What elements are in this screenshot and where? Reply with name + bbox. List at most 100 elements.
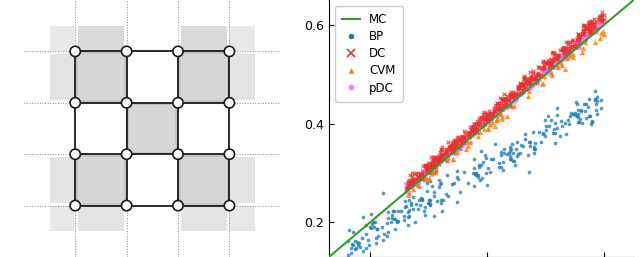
Point [596, 19, 607, 23]
Bar [79, 158, 123, 202]
Point [422, 170, 433, 174]
Point [527, 79, 537, 83]
Bar [180, 54, 227, 100]
Point [533, 71, 543, 75]
Point [458, 135, 468, 139]
Point [489, 106, 499, 110]
Point [525, 86, 536, 90]
Point [547, 118, 557, 122]
Point [460, 135, 470, 139]
Point [591, 29, 602, 33]
Point [430, 154, 440, 159]
Point [568, 38, 578, 42]
Point [589, 21, 600, 25]
Point [524, 89, 534, 93]
Point [553, 66, 563, 70]
Point [542, 67, 552, 71]
Point [530, 77, 540, 81]
Point [412, 177, 422, 181]
Point [591, 112, 602, 116]
Point [428, 164, 438, 169]
Point [587, 19, 597, 23]
Point [403, 223, 413, 227]
Point [504, 157, 515, 161]
Point [428, 190, 438, 195]
Point [522, 79, 532, 83]
Point [508, 92, 518, 96]
Point [553, 57, 563, 61]
Point [412, 183, 422, 187]
Point [490, 112, 500, 116]
Bar [129, 106, 175, 151]
Point [515, 81, 525, 86]
Point [544, 64, 554, 68]
Point [490, 114, 500, 118]
Bar [184, 57, 224, 97]
Point [552, 58, 562, 62]
Point [584, 114, 595, 118]
Point [477, 117, 488, 121]
Point [504, 100, 514, 105]
Point [488, 112, 498, 116]
Point [496, 112, 506, 116]
Point [463, 134, 474, 139]
Point [431, 158, 441, 162]
Point [586, 25, 596, 29]
Point [405, 184, 415, 188]
Point [467, 129, 477, 133]
Point [588, 26, 598, 30]
Point [442, 159, 452, 163]
Point [371, 236, 381, 240]
Point [413, 174, 423, 178]
Point [492, 114, 502, 118]
Point [488, 112, 498, 116]
Point [492, 111, 502, 115]
Point [429, 166, 440, 170]
Point [591, 26, 601, 31]
Point [573, 108, 583, 113]
Point [575, 35, 585, 39]
Point [490, 110, 500, 114]
Point [511, 140, 522, 144]
Point [580, 34, 590, 38]
Point [474, 126, 484, 131]
Point [403, 187, 413, 191]
Point [573, 32, 584, 36]
Bar [83, 59, 119, 95]
Point [498, 97, 508, 101]
Point [510, 93, 520, 97]
Point [576, 109, 586, 113]
Point [456, 139, 467, 143]
Point [483, 120, 493, 124]
Point [426, 170, 436, 174]
Point [592, 26, 602, 30]
Point [479, 119, 489, 123]
Point [483, 114, 493, 118]
Point [451, 148, 461, 152]
Point [474, 165, 484, 169]
Point [582, 27, 593, 31]
Point [426, 163, 436, 167]
Bar [229, 54, 255, 100]
Point [584, 29, 595, 33]
Point [460, 140, 470, 144]
Point [401, 204, 411, 208]
Point [580, 40, 590, 44]
Point [421, 170, 431, 175]
Bar [82, 58, 120, 96]
Point [479, 124, 490, 128]
Point [506, 99, 516, 104]
Point [470, 172, 480, 176]
Bar [78, 26, 124, 51]
Bar [178, 154, 229, 206]
Point [482, 117, 492, 122]
Point [537, 71, 547, 75]
Point [516, 83, 527, 87]
Point [467, 133, 477, 137]
Point [565, 40, 575, 44]
Point [414, 180, 424, 184]
Point [499, 98, 509, 102]
Point [456, 140, 466, 144]
Point [403, 210, 413, 214]
Point [596, 14, 606, 18]
